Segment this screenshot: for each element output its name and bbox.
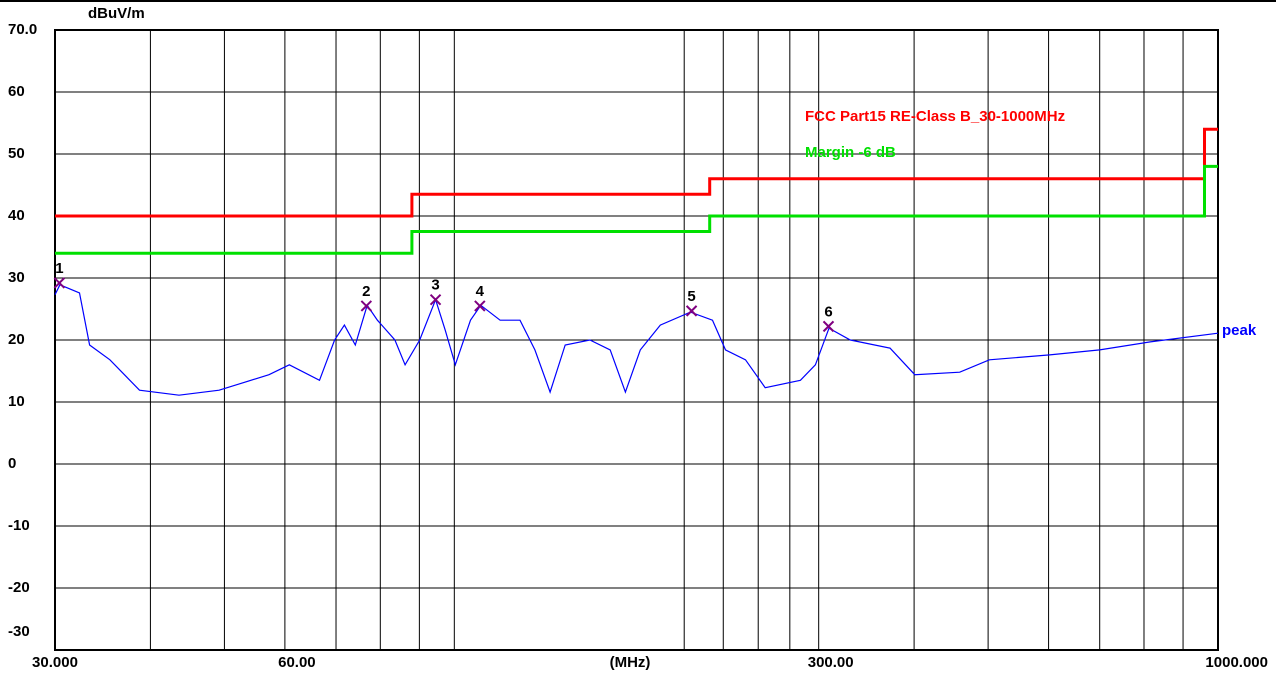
peak-marker: [53, 277, 66, 289]
y-tick-label: -20: [8, 579, 30, 596]
y-tick-label: -30: [8, 623, 30, 640]
x-axis-label: (MHz): [610, 654, 651, 671]
x-tick-label: 300.00: [808, 654, 854, 671]
peak-marker-label: 1: [55, 260, 63, 277]
y-tick-label: -10: [8, 517, 30, 534]
y-tick-label: 10: [8, 393, 25, 410]
legend-label: Margin -6 dB: [805, 144, 896, 161]
peak-marker-label: 4: [476, 283, 485, 300]
peak-marker-label: 2: [362, 283, 370, 300]
y-tick-label: 70.0: [8, 21, 37, 38]
legend-label: FCC Part15 RE-Class B_30-1000MHz: [805, 108, 1065, 125]
peak-marker: [685, 305, 698, 317]
y-tick-label: 30: [8, 269, 25, 286]
y-tick-label: 60: [8, 83, 25, 100]
x-tick-label: 30.000: [32, 654, 78, 671]
peak-marker: [360, 300, 373, 312]
x-tick-label: 1000.000: [1205, 654, 1268, 671]
peak-marker-label: 3: [431, 277, 439, 294]
peak-marker: [822, 320, 835, 333]
y-tick-label: 40: [8, 207, 25, 224]
y-tick-label: 50: [8, 145, 25, 162]
x-tick-label: 60.00: [278, 654, 316, 671]
series-line: [54, 284, 1219, 396]
peak-marker: [474, 300, 486, 312]
peak-marker-label: 5: [687, 288, 695, 305]
series-line: [55, 164, 1218, 255]
y-axis-label: dBuV/m: [88, 5, 145, 22]
peak-marker: [429, 293, 442, 306]
y-tick-label: 0: [8, 455, 16, 472]
peak-marker-label: 6: [824, 303, 832, 320]
y-tick-label: 20: [8, 331, 25, 348]
series-end-label: peak: [1222, 322, 1257, 339]
series-line: [55, 127, 1218, 218]
